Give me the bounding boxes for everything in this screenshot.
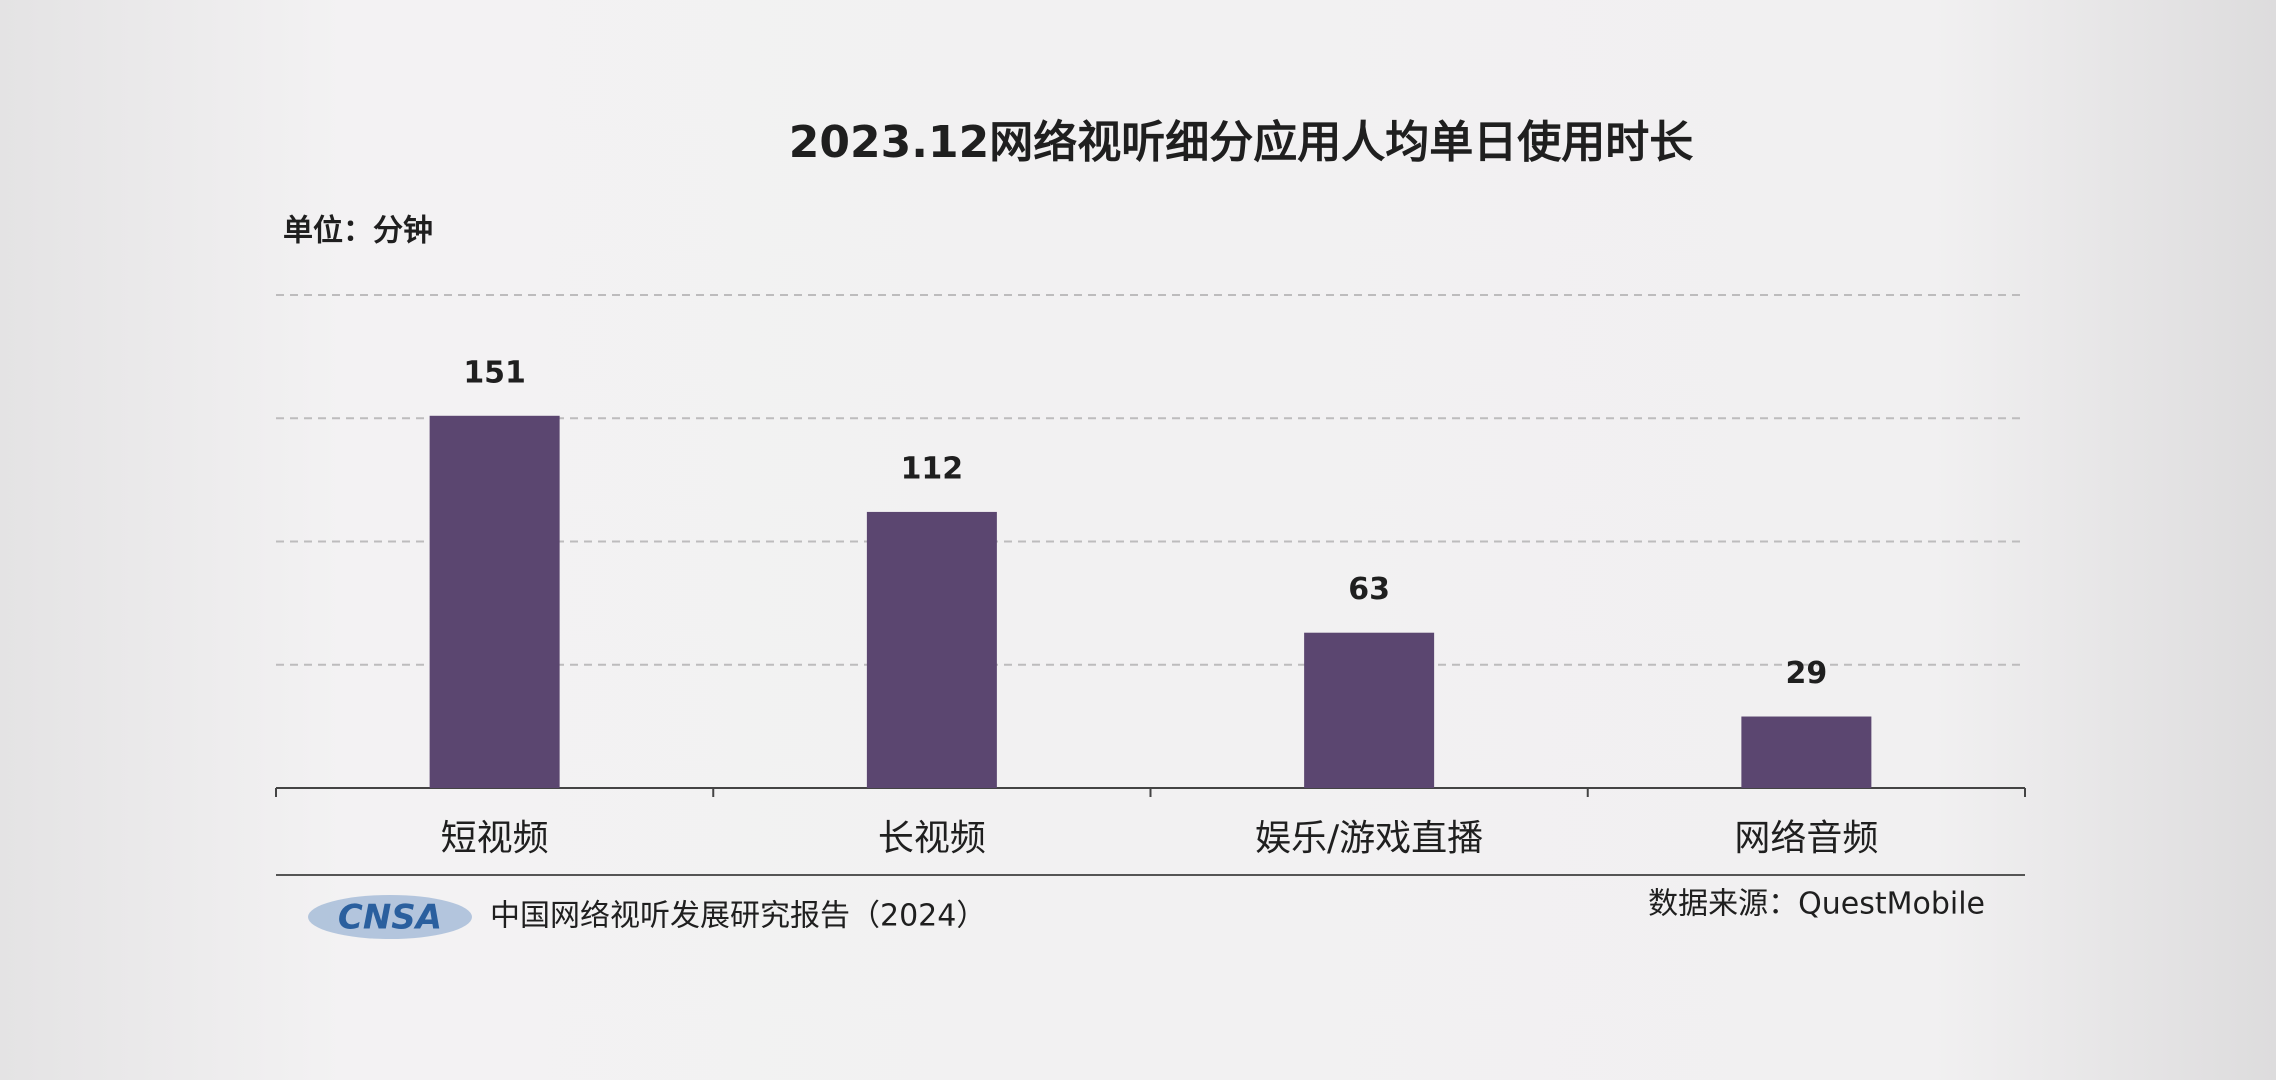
footer-source: 数据来源：QuestMobile [1648,887,1985,922]
x-tick-label: 网络音频 [1734,818,1878,859]
logo: CNSA [338,898,442,938]
chart-title: 2023.12网络视听细分应用人均单日使用时长 [789,117,1693,168]
data-label: 29 [1786,656,1828,691]
bar [1304,632,1435,788]
bar [429,415,560,788]
footer-report: 中国网络视听发展研究报告（2024） [490,899,986,934]
bar [866,511,997,788]
unit-label: 单位：分钟 [283,214,433,249]
x-tick-label: 长视频 [878,818,986,859]
logo-swoosh [308,895,472,939]
x-tick-label: 娱乐/游戏直播 [1255,818,1483,859]
x-tick-label: 短视频 [441,818,549,859]
bar [1741,716,1872,788]
data-label: 112 [901,451,964,486]
data-label: 63 [1348,572,1390,607]
data-label: 151 [463,355,526,390]
